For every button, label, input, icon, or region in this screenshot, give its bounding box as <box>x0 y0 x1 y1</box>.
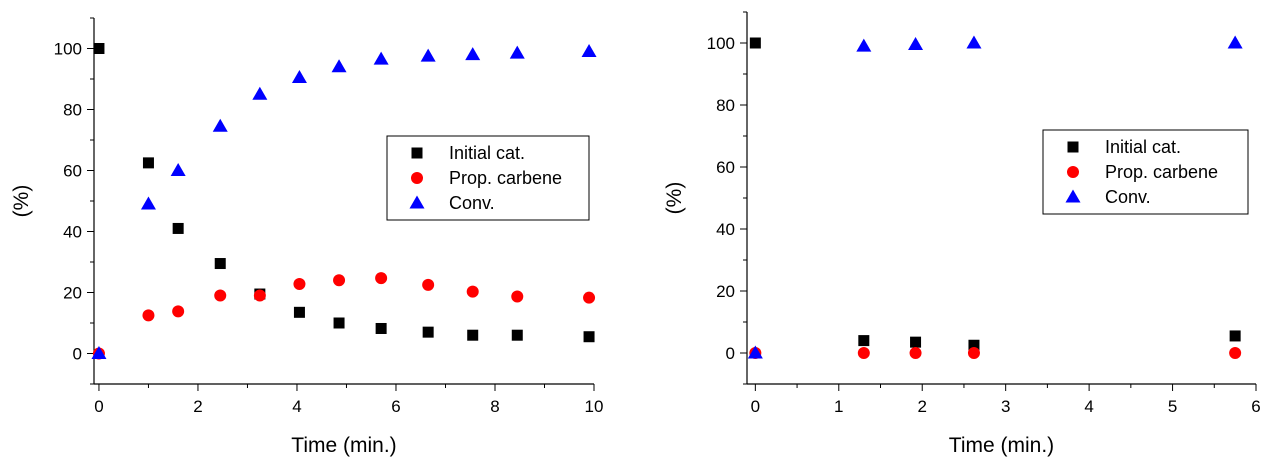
data-point <box>140 196 156 210</box>
series-circle <box>92 272 596 360</box>
data-point <box>749 37 761 49</box>
y-tick-label: 40 <box>63 223 82 242</box>
legend-label: Initial cat. <box>1105 137 1181 157</box>
x-tick-label: 5 <box>1168 397 1177 416</box>
y-axis-title: (%) <box>663 182 686 215</box>
x-tick-label: 4 <box>1084 397 1093 416</box>
data-point <box>333 274 346 287</box>
data-point <box>747 345 763 359</box>
y-tick-label: 20 <box>716 282 735 301</box>
legend-label: Conv. <box>1105 187 1151 207</box>
data-point <box>466 285 479 298</box>
y-tick-label: 20 <box>63 284 82 303</box>
x-tick-label: 0 <box>94 397 103 416</box>
x-tick-label: 6 <box>1251 397 1260 416</box>
data-point <box>422 278 435 291</box>
y-tick-label: 60 <box>716 158 735 177</box>
legend-marker <box>1067 166 1079 178</box>
data-point <box>293 277 306 290</box>
legend: Initial cat. Prop. carbene Conv. <box>386 135 590 221</box>
legend-label: Conv. <box>449 193 495 213</box>
legend-marker <box>1065 189 1081 203</box>
data-point <box>170 163 186 176</box>
x-axis-title: Time (min.) <box>291 434 396 457</box>
series-triangle <box>747 35 1243 359</box>
x-tick-label: 8 <box>490 397 499 416</box>
legend-label: Prop. carbene <box>1105 162 1218 182</box>
data-point <box>93 43 105 54</box>
data-point <box>214 258 226 270</box>
data-point <box>857 347 870 359</box>
legend-marker <box>1067 141 1079 153</box>
x-tick-label: 1 <box>834 397 843 416</box>
data-point <box>291 69 307 83</box>
legend-marker <box>409 195 425 209</box>
data-point <box>142 309 155 322</box>
data-point <box>511 329 523 341</box>
data-point <box>142 157 154 169</box>
data-point <box>583 331 595 343</box>
y-tick-label: 80 <box>716 96 735 115</box>
x-tick-label: 3 <box>1001 397 1010 416</box>
data-point <box>908 37 924 51</box>
data-point <box>373 51 389 65</box>
data-point <box>1227 35 1243 49</box>
data-point <box>1229 330 1241 342</box>
data-point <box>465 47 481 61</box>
data-point <box>509 45 525 59</box>
legend-label: Prop. carbene <box>449 168 562 188</box>
x-axis-title: Time (min.) <box>949 434 1054 457</box>
y-tick-label: 60 <box>63 162 82 181</box>
data-point <box>375 272 388 285</box>
series-circle <box>749 347 1242 359</box>
data-point <box>91 346 107 359</box>
y-axis-title: (%) <box>10 185 33 218</box>
y-tick-label: 0 <box>73 345 82 364</box>
data-point <box>858 335 870 347</box>
data-point <box>467 329 479 341</box>
data-point <box>331 59 347 73</box>
data-point <box>581 44 597 58</box>
y-tick-label: 80 <box>63 101 82 120</box>
data-point <box>966 35 982 49</box>
data-point <box>333 317 345 329</box>
legend-label: Initial cat. <box>449 143 525 163</box>
data-point <box>511 290 524 303</box>
legend-marker <box>411 172 423 184</box>
data-point <box>422 326 434 338</box>
data-point <box>1229 347 1242 359</box>
data-point <box>856 38 872 52</box>
y-tick-label: 100 <box>707 34 735 53</box>
data-point <box>293 306 305 318</box>
x-tick-label: 2 <box>193 397 202 416</box>
x-tick-label: 10 <box>585 397 604 416</box>
data-point <box>214 289 227 302</box>
data-point <box>212 118 228 132</box>
y-tick-label: 100 <box>54 40 82 59</box>
data-point <box>910 336 922 348</box>
series-square <box>749 37 1241 351</box>
data-point <box>252 86 268 100</box>
legend: Initial cat. Prop. carbene Conv. <box>1042 129 1249 215</box>
data-point <box>172 305 185 318</box>
data-point <box>968 339 980 351</box>
y-tick-label: 0 <box>726 344 735 363</box>
data-point <box>909 347 922 359</box>
data-point <box>420 48 436 62</box>
data-point <box>583 291 596 304</box>
x-tick-label: 0 <box>751 397 760 416</box>
x-tick-label: 6 <box>391 397 400 416</box>
series-triangle <box>91 44 597 359</box>
y-tick-label: 40 <box>716 220 735 239</box>
data-point <box>253 289 266 302</box>
x-tick-label: 4 <box>292 397 301 416</box>
x-tick-label: 2 <box>917 397 926 416</box>
data-point <box>967 347 980 359</box>
data-point <box>172 222 184 234</box>
legend-marker <box>411 147 423 159</box>
data-point <box>375 322 387 334</box>
